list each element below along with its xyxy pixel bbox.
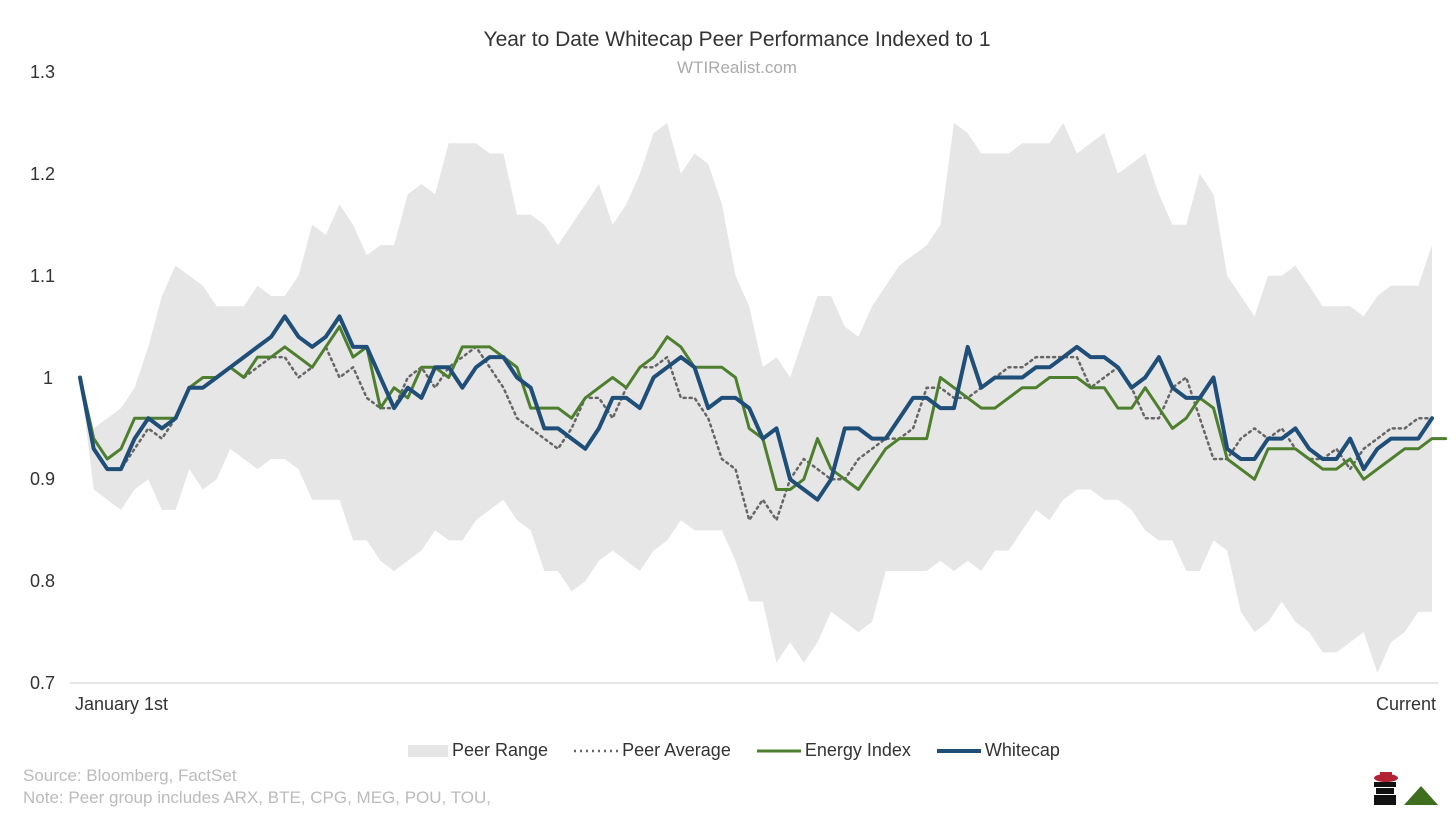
y-tick-label: 1.1 xyxy=(30,266,56,286)
x-tick-label-start: January 1st xyxy=(75,694,169,714)
y-tick-label: 1.3 xyxy=(30,62,56,82)
peer-range-swatch-icon xyxy=(408,744,448,757)
legend-label: Whitecap xyxy=(984,740,1060,760)
whitecap-swatch-icon xyxy=(936,748,981,753)
source-note: Source: Bloomberg, FactSet xyxy=(23,766,237,785)
y-tick-label: 1 xyxy=(43,368,54,388)
energy-index-swatch-icon xyxy=(756,749,801,752)
legend-label: Peer Average xyxy=(622,740,731,760)
peer-range-area-layer xyxy=(80,122,1432,673)
chart-subtitle: WTIRealist.com xyxy=(677,58,797,77)
legend-item-peer-average: Peer Average xyxy=(574,740,731,761)
y-tick-label: 1.2 xyxy=(30,164,56,184)
y-tick-label: 0.9 xyxy=(30,469,56,489)
peer-average-swatch-icon xyxy=(574,749,619,752)
series-line-layer xyxy=(78,314,1448,522)
whitecap-line xyxy=(78,314,1434,502)
x-tick-label-end: Current xyxy=(1376,694,1437,714)
legend: Peer Range Peer Average Energy Index Whi… xyxy=(408,740,1086,761)
peer-average-line xyxy=(78,345,1434,522)
legend-item-whitecap: Whitecap xyxy=(936,740,1060,761)
wtirealist-logo-icon xyxy=(1374,772,1438,805)
peer-range-area xyxy=(80,122,1432,673)
legend-item-energy-index: Energy Index xyxy=(756,740,911,761)
legend-item-peer-range: Peer Range xyxy=(408,740,548,761)
chart-title: Year to Date Whitecap Peer Performance I… xyxy=(483,28,991,51)
peer-group-note: Note: Peer group includes ARX, BTE, CPG,… xyxy=(23,788,491,807)
y-tick-label: 0.8 xyxy=(30,571,56,591)
legend-label: Peer Range xyxy=(452,740,549,760)
y-tick-label: 0.7 xyxy=(30,673,56,693)
legend-label: Energy Index xyxy=(804,740,911,760)
